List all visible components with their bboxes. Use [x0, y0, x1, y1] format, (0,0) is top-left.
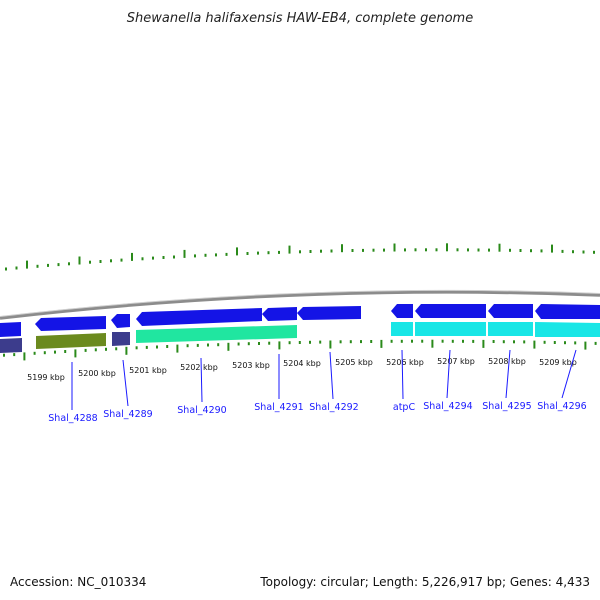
gene-box[interactable] [488, 322, 533, 336]
gene-label[interactable]: atpC [393, 402, 416, 413]
gc-content-track [3, 339, 597, 361]
topology-summary: Topology: circular; Length: 5,226,917 bp… [259, 575, 590, 589]
gene-arrow[interactable] [136, 308, 262, 326]
accession-text: Accession: NC_010334 [10, 575, 146, 589]
gene-box[interactable] [415, 322, 486, 336]
gene-box[interactable] [112, 332, 130, 346]
leader-line [446, 349, 451, 399]
gene-arrow[interactable] [111, 314, 130, 328]
kbp-label: 5203 kbp [232, 361, 270, 370]
gene-arrow[interactable] [415, 304, 486, 318]
gene-arrow[interactable] [488, 304, 533, 318]
leader-line [505, 349, 511, 399]
gene-box[interactable] [535, 322, 600, 337]
kbp-label: 5204 kbp [283, 359, 321, 368]
kbp-label: 5199 kbp [27, 373, 65, 382]
gene-label[interactable]: Shal_4295 [482, 401, 531, 412]
gene-label[interactable]: Shal_4289 [103, 409, 152, 420]
gene-arrow[interactable] [391, 304, 413, 318]
gene-label[interactable]: Shal_4294 [423, 401, 472, 412]
gene-box[interactable] [0, 338, 22, 353]
gene-arrow[interactable] [0, 322, 21, 337]
kbp-label: 5200 kbp [78, 369, 116, 378]
gene-label[interactable]: Shal_4290 [177, 405, 226, 416]
gene-arrow[interactable] [262, 307, 297, 321]
leader-line [200, 357, 203, 403]
gc-skew-track [5, 243, 595, 271]
kbp-scale: 5199 kbp 5200 kbp 5201 kbp 5202 kbp 5203… [27, 357, 577, 382]
leader-line [122, 359, 129, 407]
kbp-label: 5209 kbp [539, 358, 577, 367]
gene-label-leaders [71, 349, 577, 410]
gene-arrow[interactable] [297, 306, 361, 320]
gene-box[interactable] [391, 322, 413, 336]
reverse-strand-features [0, 322, 600, 353]
gene-arrow[interactable] [535, 304, 600, 319]
gene-arrow[interactable] [35, 316, 106, 331]
backbone-highlight [0, 289, 600, 317]
backbone-ring [0, 290, 600, 320]
gene-labels: Shal_4288 Shal_4289 Shal_4290 Shal_4291 … [48, 401, 586, 424]
gene-box[interactable] [36, 333, 106, 349]
kbp-label: 5201 kbp [129, 366, 167, 375]
kbp-label: 5207 kbp [437, 357, 475, 366]
kbp-label: 5205 kbp [335, 358, 373, 367]
leader-line [401, 349, 404, 400]
forward-strand-features [0, 304, 600, 337]
leader-line [561, 349, 577, 399]
kbp-label: 5202 kbp [180, 363, 218, 372]
kbp-label: 5206 kbp [386, 358, 424, 367]
map-title: Shewanella halifaxensis HAW-EB4, complet… [127, 11, 473, 26]
gene-box[interactable] [136, 325, 297, 343]
leader-line [329, 351, 334, 400]
gene-label[interactable]: Shal_4288 [48, 413, 97, 424]
kbp-label: 5208 kbp [488, 357, 526, 366]
gene-label[interactable]: Shal_4291 [254, 402, 303, 413]
gene-label[interactable]: Shal_4296 [537, 401, 586, 412]
gene-label[interactable]: Shal_4292 [309, 402, 358, 413]
